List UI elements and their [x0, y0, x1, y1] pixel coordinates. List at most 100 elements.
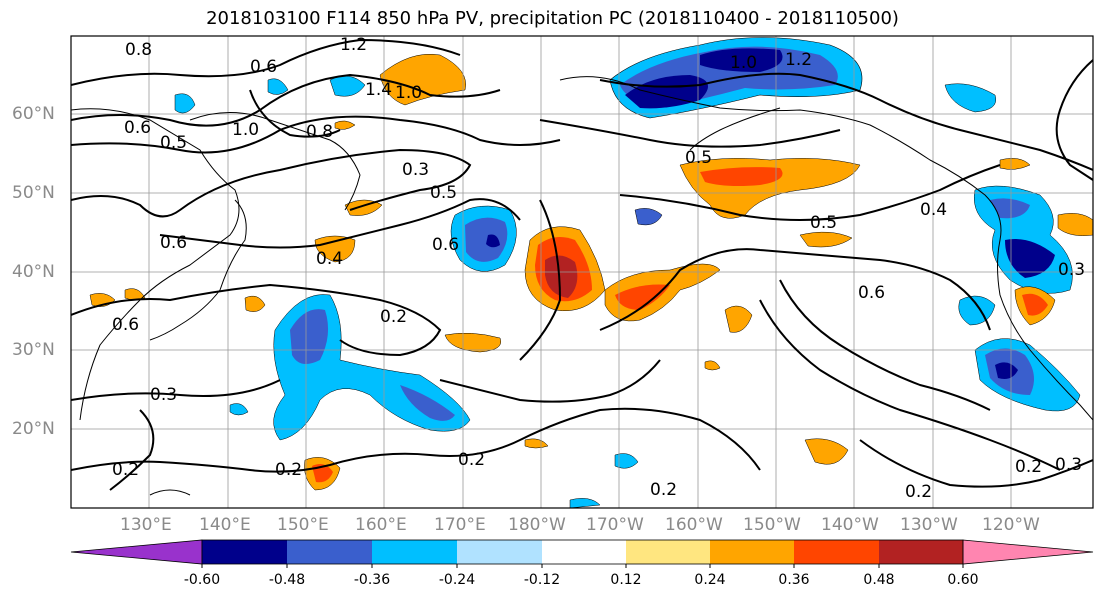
shade-pos-small-1: [314, 235, 356, 263]
colorbar-bin: [202, 540, 287, 564]
shade-pos-trop-2: [704, 360, 721, 371]
colorbar-tick-label: 0.12: [610, 572, 642, 588]
colorbar-bin: [287, 540, 372, 564]
contour-label: 0.2: [275, 460, 302, 480]
shade-pos-north-2: [334, 120, 356, 130]
map-title: 2018103100 F114 850 hPa PV, precipitatio…: [206, 8, 899, 29]
contour-label: 1.4: [365, 80, 392, 100]
shade-pos-gulf-2: [700, 167, 783, 186]
positive-precip-shading: [89, 54, 1093, 491]
colorbar-bin: [794, 540, 879, 564]
colorbar-tick-label: -0.48: [268, 572, 306, 588]
colorbar-tick-label: -0.36: [353, 572, 391, 588]
shade-pos-ne-2: [999, 158, 1031, 170]
shade-neg-small: [634, 208, 663, 226]
shade-neg-east-3: [990, 198, 1030, 219]
contour-label: 0.6: [160, 233, 187, 253]
contour-label: 0.5: [160, 133, 187, 153]
contour-label: 0.6: [112, 315, 139, 335]
contour-label: 0.5: [430, 183, 457, 203]
shade-pos-small-4: [724, 305, 753, 333]
lon-label: 130°W: [900, 515, 958, 535]
contour-label: 0.2: [1015, 457, 1042, 477]
lon-label: 160°E: [355, 515, 407, 535]
lon-label: 170°E: [434, 515, 486, 535]
contour-label: 1.0: [395, 83, 422, 103]
contour-label: 1.0: [730, 53, 757, 73]
lon-label: 170°W: [586, 515, 644, 535]
colorbar-bin: [710, 540, 794, 564]
contour-label: 0.2: [905, 482, 932, 502]
contour-label: 0.6: [858, 283, 885, 303]
contour-label: 0.2: [380, 307, 407, 327]
colorbar-tick-label: 0.36: [778, 572, 810, 588]
map-panel: [71, 36, 1093, 508]
contour-label: 0.5: [810, 213, 837, 233]
contour-label: 0.2: [112, 460, 139, 480]
contour-label: 1.2: [785, 50, 812, 70]
shade-pos-ne: [1057, 213, 1093, 236]
lat-label: 20°N: [12, 419, 55, 439]
coastlines: [71, 76, 1093, 496]
lat-label: 40°N: [12, 262, 55, 282]
lon-label: 160°W: [665, 515, 723, 535]
contour-label: 0.3: [150, 385, 177, 405]
contour-label: 0.6: [432, 235, 459, 255]
contour-label: 0.4: [920, 200, 947, 220]
lat-label: 60°N: [12, 104, 55, 124]
contour-label: 1.2: [340, 35, 367, 55]
contour-label: 0.8: [306, 122, 333, 142]
colorbar-tick-label: -0.60: [183, 572, 221, 588]
colorbar-tick-label: 0.48: [863, 572, 895, 588]
shade-neg-alaska-3: [625, 75, 708, 109]
shade-neg-tropic: [614, 453, 639, 469]
colorbar-bin: [372, 540, 457, 564]
lon-label: 140°W: [821, 515, 879, 535]
colorbar-bin: [542, 540, 626, 564]
lat-label: 30°N: [12, 340, 55, 360]
lon-label: 120°W: [982, 515, 1040, 535]
shade-pos-trop: [524, 438, 549, 449]
contour-label: 0.2: [458, 450, 485, 470]
contour-label: 0.8: [125, 40, 152, 60]
contour-label: 0.3: [1055, 455, 1082, 475]
shade-neg-nw-3: [267, 78, 289, 95]
shade-pos-center-3: [545, 255, 578, 298]
colorbar-bin: [879, 540, 963, 564]
pv-contours: [71, 38, 1093, 491]
colorbar-tick-label: 0.24: [694, 572, 726, 588]
contour-label: 0.3: [402, 160, 429, 180]
shade-pos-mid-2: [615, 284, 670, 310]
map-border: [70, 35, 1094, 509]
shade-neg-central-3: [486, 234, 500, 248]
lon-label: 180°W: [508, 515, 566, 535]
colorbar-extend-min: [70, 539, 203, 565]
shade-neg-east-2: [1005, 239, 1055, 278]
shade-pos-east-2: [1022, 293, 1048, 316]
contour-label: 0.5: [685, 148, 712, 168]
shade-neg-w: [229, 403, 249, 416]
shade-pos-north: [379, 54, 466, 106]
shade-neg-alaska-4: [700, 48, 783, 72]
lat-label: 50°N: [12, 183, 55, 203]
colorbar: [70, 539, 1094, 568]
shade-neg-tropic-2: [569, 498, 601, 508]
shade-neg-far-e: [944, 83, 997, 113]
shade-neg-central-2: [465, 217, 508, 262]
contour-label: 0.6: [124, 118, 151, 138]
lon-label: 130°E: [120, 515, 172, 535]
shade-neg-nw-2: [174, 93, 196, 114]
shade-pos-west-2: [244, 295, 266, 312]
shade-pos-small-5: [799, 231, 853, 248]
colorbar-bin: [626, 540, 710, 564]
colorbar-tick-label: -0.12: [523, 572, 561, 588]
colorbar-tick-label: -0.24: [438, 572, 476, 588]
negative-precip-shading: [174, 37, 1081, 508]
colorbar-tick-label: 0.60: [947, 572, 979, 588]
lon-label: 150°E: [277, 515, 329, 535]
contour-label: 0.4: [316, 249, 343, 269]
contour-label: 0.2: [650, 480, 677, 500]
lon-label: 140°E: [199, 515, 251, 535]
contour-label: 0.6: [250, 57, 277, 77]
shade-neg-se-3: [995, 362, 1018, 379]
